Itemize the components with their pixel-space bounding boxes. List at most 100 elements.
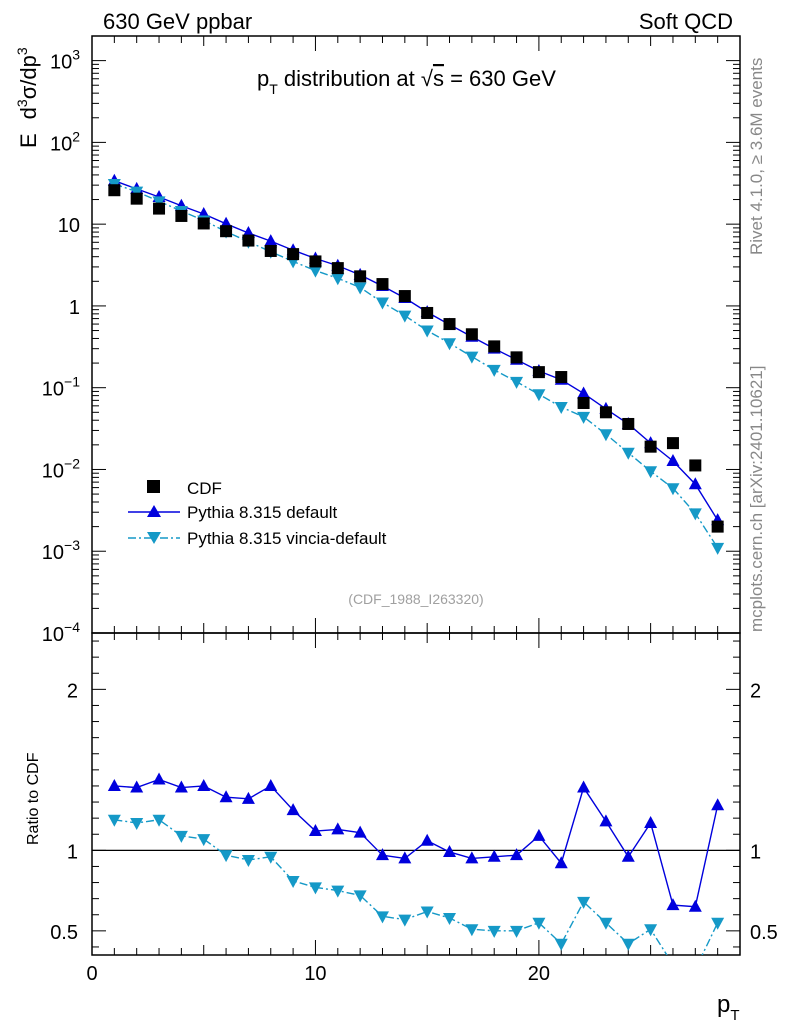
legend-default-marker <box>147 505 161 517</box>
main-point <box>242 234 255 247</box>
main-point <box>488 340 501 353</box>
side-label-top: Rivet 4.1.0, ≥ 3.6M events <box>747 58 766 255</box>
main-point <box>130 192 143 205</box>
main-point <box>375 297 389 310</box>
main-point <box>309 255 322 268</box>
main-point <box>554 402 568 415</box>
main-point <box>622 417 635 430</box>
main-y-tick-label: 10−4 <box>42 619 80 646</box>
main-point <box>398 310 412 323</box>
main-point <box>599 406 612 419</box>
main-point <box>688 508 702 521</box>
ratio-point <box>510 848 524 861</box>
main-point <box>644 440 657 453</box>
ratio-point <box>532 828 546 841</box>
main-y-tick-label: 102 <box>50 128 80 155</box>
ratio-point <box>107 814 121 827</box>
ratio-y-tick-label-right: 1 <box>750 841 761 863</box>
main-point <box>644 466 658 479</box>
ratio-point <box>465 924 479 937</box>
ratio-point <box>174 830 188 843</box>
main-point <box>354 270 367 283</box>
ratio-point <box>286 803 300 816</box>
ratio-point <box>398 914 412 927</box>
legend-vincia-marker <box>147 532 161 544</box>
ratio-point <box>420 906 434 919</box>
ratio-point <box>107 778 121 791</box>
ratio-point <box>197 834 211 847</box>
main-data-layer <box>107 173 725 555</box>
ratio-series-group <box>107 772 725 955</box>
ratio-point <box>264 778 278 791</box>
main-point <box>175 209 188 222</box>
main-point <box>711 520 724 533</box>
main-y-tick-label: 103 <box>50 47 80 74</box>
ratio-point <box>666 898 680 911</box>
ratio-point <box>219 790 233 803</box>
main-y-tick-label: 10 <box>58 215 80 237</box>
ratio-y-label: Ratio to CDF <box>25 752 42 845</box>
main-point <box>398 290 411 303</box>
main-point <box>577 396 590 409</box>
ratio-point <box>599 814 613 827</box>
main-y-tick-label: 10−2 <box>42 455 80 482</box>
ratio-tick-labels: 0.5 0.51 12 20 10 20 <box>50 680 778 985</box>
ratio-axis-ticks <box>91 633 741 955</box>
ratio-point <box>152 814 166 827</box>
ratio-point <box>353 825 367 838</box>
main-line-pythia-8-315-default <box>114 180 719 521</box>
ratio-point <box>264 851 278 864</box>
analysis-tag: (CDF_1988_I263320) <box>348 591 483 607</box>
legend-cdf-label: CDF <box>187 479 222 498</box>
ratio-point <box>487 925 501 938</box>
main-point <box>152 196 166 209</box>
ratio-point <box>375 911 389 924</box>
legend-default-label: Pythia 8.315 default <box>187 503 338 522</box>
main-point <box>108 184 121 197</box>
ratio-y-tick-label-left: 1 <box>67 841 78 863</box>
main-point <box>443 318 456 331</box>
ratio-line-pythia-8-315-default <box>114 778 719 908</box>
main-point <box>532 389 546 402</box>
ratio-panel-frame <box>91 632 741 956</box>
ratio-point <box>532 917 546 930</box>
main-y-tick-label: 10−3 <box>42 537 80 564</box>
ratio-point <box>711 798 725 811</box>
main-point <box>465 328 478 341</box>
x-tick-label: 0 <box>86 963 97 985</box>
main-point <box>421 306 434 319</box>
ratio-point <box>241 791 255 804</box>
ratio-point <box>443 844 457 857</box>
ratio-point <box>443 912 457 925</box>
ratio-point <box>375 848 389 861</box>
ratio-line-pythia-8-315-vincia-default <box>114 819 719 955</box>
ratio-point <box>644 924 658 937</box>
main-point <box>510 376 524 389</box>
ratio-point <box>241 855 255 868</box>
ratio-point <box>331 885 345 898</box>
main-point <box>153 202 166 215</box>
main-title: pT distribution at √s = 630 GeV <box>257 66 556 97</box>
main-point <box>666 437 679 450</box>
main-point <box>510 351 523 364</box>
ratio-point <box>621 938 635 951</box>
ratio-point <box>130 780 144 793</box>
ratio-point <box>711 917 725 930</box>
main-y-tick-label: 10−1 <box>42 374 80 401</box>
main-point <box>331 273 345 286</box>
ratio-point <box>308 882 322 895</box>
ratio-y-tick-label-left: 2 <box>67 680 78 702</box>
ratio-point <box>487 849 501 862</box>
x-tick-label: 20 <box>528 963 550 985</box>
main-point <box>666 453 680 466</box>
main-point <box>487 364 501 377</box>
main-point <box>331 262 344 275</box>
main-point <box>264 244 277 257</box>
main-axis-ticks <box>91 35 741 634</box>
ratio-point <box>510 925 524 938</box>
main-y-label: Ed3σ/dp3 <box>14 47 41 148</box>
ratio-point <box>577 896 591 909</box>
ratio-point <box>219 850 233 863</box>
